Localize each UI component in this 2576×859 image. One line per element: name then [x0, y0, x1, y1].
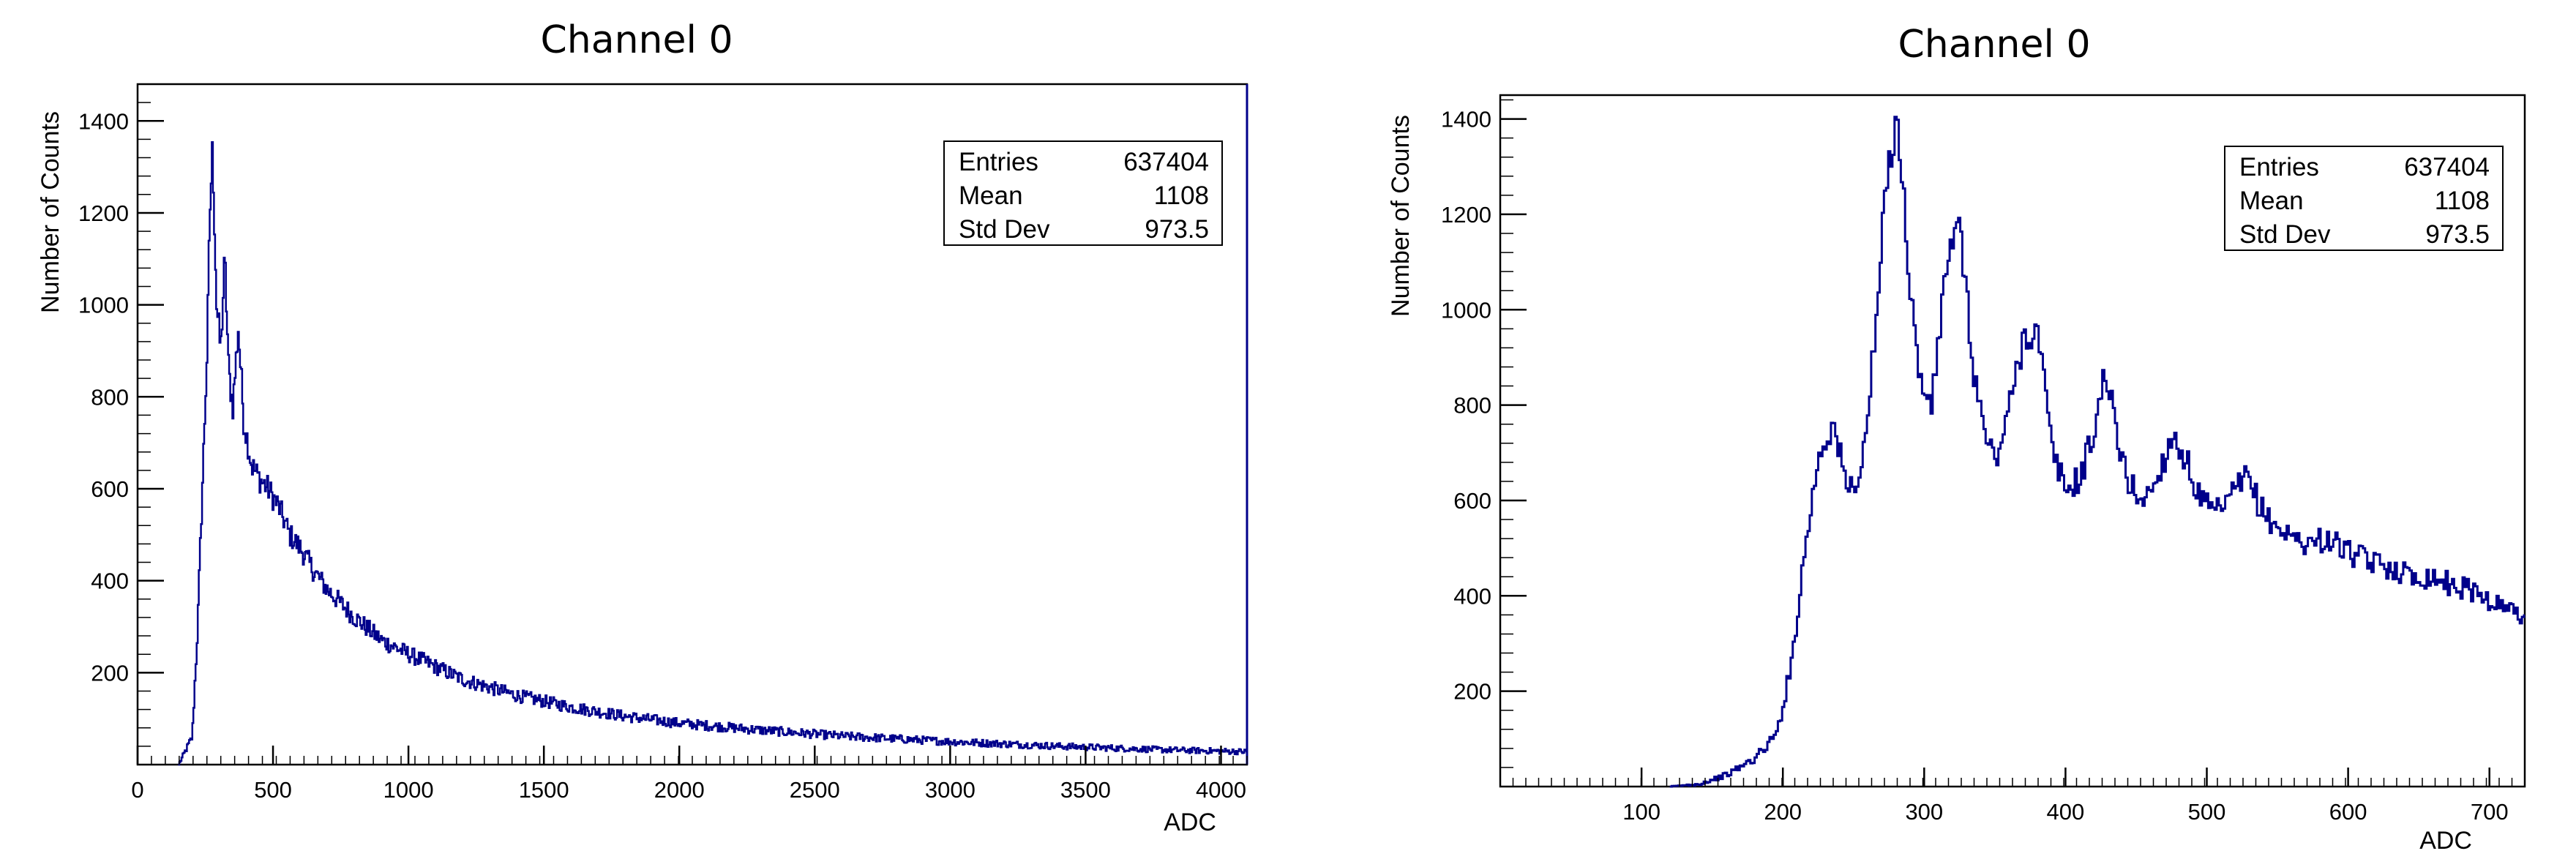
stat-stddev-label: Std Dev	[959, 215, 1050, 244]
chart-left-series-line	[178, 140, 1248, 766]
chart-right-xtick-label: 400	[2047, 799, 2085, 825]
chart-left-ytick-label: 1000	[78, 293, 129, 318]
chart-left-xtick-label: 3000	[925, 777, 976, 803]
chart-left-title: Channel 0	[540, 18, 733, 62]
stat-entries-label: Entries	[959, 148, 1038, 176]
chart-left-xtick-label: 0	[131, 777, 143, 803]
chart-left-ytick-label: 1200	[78, 200, 129, 226]
chart-right-xtick-label: 700	[2471, 799, 2509, 825]
chart-left-ytick-label: 1400	[78, 108, 129, 134]
chart-right-xtick-label: 100	[1622, 799, 1660, 825]
chart-left-ytick-label: 600	[91, 476, 129, 502]
chart-right-ylabel: Number of Counts	[1387, 115, 1415, 317]
chart-left-xtick-label: 4000	[1196, 777, 1246, 803]
chart-right-ytick-label: 1000	[1441, 297, 1491, 323]
stat-entries-label: Entries	[2239, 153, 2319, 181]
stat-entries-value: 637404	[1123, 148, 1209, 176]
chart-right-ytick-label: 800	[1453, 393, 1491, 419]
chart-right-title: Channel 0	[1898, 23, 2090, 67]
chart-right-xlabel: ADC	[2419, 827, 2472, 855]
chart-left-xtick-label: 500	[254, 777, 292, 803]
chart-right-ytick-label: 600	[1453, 488, 1491, 514]
chart-right-stats-box: Entries 637404 Mean 1108 Std Dev 973.5	[2224, 146, 2504, 251]
chart-right-xtick-label: 600	[2329, 799, 2367, 825]
chart-left-xtick-label: 2000	[654, 777, 705, 803]
chart-right-ytick-label: 200	[1453, 679, 1491, 705]
chart-left-xtick-label: 3500	[1060, 777, 1111, 803]
chart-right-xtick-label: 200	[1764, 799, 1802, 825]
chart-left: Channel 0 0 500 1000 1500 2000 2500 3000 3500 40…	[37, 18, 1248, 836]
chart-right-xtick-label: 500	[2188, 799, 2226, 825]
chart-right-ytick-label: 1400	[1441, 107, 1491, 132]
chart-right-xtick-label: 300	[1905, 799, 1943, 825]
chart-right-series-line	[1669, 116, 2526, 788]
stat-mean-label: Mean	[959, 181, 1023, 210]
stat-mean-value: 1108	[2435, 187, 2490, 215]
chart-left-ylabel: Number of Counts	[37, 111, 64, 313]
chart-left-ytick-label: 200	[91, 660, 129, 686]
stat-stddev-label: Std Dev	[2239, 220, 2331, 249]
stat-entries-value: 637404	[2404, 153, 2490, 181]
chart-left-xlabel: ADC	[1164, 809, 1216, 836]
chart-left-ytick-label: 800	[91, 384, 129, 410]
chart-right-ytick-label: 1200	[1441, 202, 1491, 228]
chart-right-ytick-label: 400	[1453, 583, 1491, 609]
stat-stddev-value: 973.5	[1145, 215, 1209, 244]
stat-mean-value: 1108	[1154, 181, 1209, 210]
chart-left-xtick-label: 2500	[790, 777, 840, 803]
chart-left-ytick-label: 400	[91, 569, 129, 594]
stat-stddev-value: 973.5	[2425, 220, 2490, 249]
chart-right: Channel 0 100 200 300 400 500 600 700 200 400 600…	[1387, 23, 2526, 855]
chart-left-xtick-label: 1500	[519, 777, 569, 803]
chart-left-xtick-label: 1000	[383, 777, 434, 803]
chart-left-stats-box: Entries 637404 Mean 1108 Std Dev 973.5	[943, 140, 1223, 246]
stat-mean-label: Mean	[2239, 187, 2304, 215]
